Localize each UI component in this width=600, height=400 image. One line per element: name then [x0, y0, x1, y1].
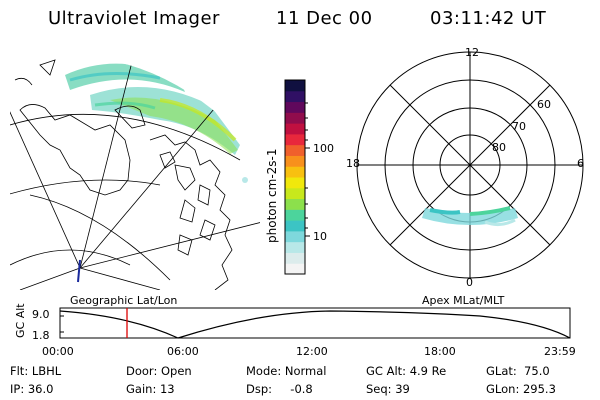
dsp-info: Dsp: -0.8 [246, 382, 313, 396]
colorbar-segment [285, 112, 305, 124]
colorbar-segment [285, 220, 305, 232]
xtick-1200: 12:00 [296, 345, 328, 358]
timeline-ylabel: GC Alt [14, 303, 27, 338]
colorbar-unit-label: photon cm-2s-1 [265, 148, 279, 244]
meridians [10, 55, 260, 290]
colorbar [284, 79, 310, 275]
door-info: Door: Open [126, 364, 192, 378]
geographic-map [10, 55, 260, 290]
colorbar-segment [285, 209, 305, 221]
xtick-1800: 18:00 [424, 345, 456, 358]
colorbar-tick-10: 10 [313, 230, 327, 243]
colorbar-segment [285, 155, 305, 167]
colorbar-segment [285, 241, 305, 253]
colorbar-segment [285, 187, 305, 200]
xtick-0000: 00:00 [42, 345, 74, 358]
date-label: 11 Dec 00 [276, 8, 373, 29]
colorbar-segment [285, 90, 305, 103]
colorbar-tick-100: 100 [313, 142, 334, 155]
gain-info: Gain: 13 [126, 382, 175, 396]
colorbar-segment [285, 80, 305, 92]
polar-aurora [422, 206, 518, 227]
aurora-emission [65, 63, 248, 183]
colorbar-segment [285, 177, 305, 189]
colorbar-segment [285, 230, 305, 243]
geo-label: Geographic Lat/Lon [70, 294, 178, 307]
colorbar-segment [285, 133, 305, 146]
ytick-9: 9.0 [32, 308, 50, 321]
seq-info: Seq: 39 [366, 382, 410, 396]
colorbar-segment [285, 263, 305, 275]
glon-info: GLon: 295.3 [486, 382, 556, 396]
ytick-1.8: 1.8 [32, 329, 50, 342]
xtick-0600: 06:00 [167, 345, 199, 358]
ip-info: IP: 36.0 [10, 382, 54, 396]
instrument-title: Ultraviolet Imager [48, 8, 220, 29]
polar-plot [356, 51, 584, 279]
mlat-70: 70 [512, 120, 526, 133]
colorbar-segment [285, 144, 305, 156]
apex-label: Apex MLat/MLT [422, 294, 505, 307]
mlat-80: 80 [492, 141, 506, 154]
mlt-12: 12 [465, 46, 479, 59]
colorbar-segment [285, 198, 305, 210]
filter-info: Flt: LBHL [10, 364, 62, 378]
colorbar-segment [285, 101, 305, 113]
spacecraft-track [77, 259, 81, 283]
mlt-18: 18 [346, 157, 360, 170]
mode-info: Mode: Normal [246, 364, 327, 378]
mlt-0: 0 [466, 276, 473, 289]
xtick-2359: 23:59 [544, 345, 576, 358]
colorbar-segment [285, 166, 305, 178]
mlt-6: 6 [577, 157, 584, 170]
time-label: 03:11:42 UT [430, 8, 547, 29]
colorbar-segment [285, 252, 305, 264]
colorbar-segment [285, 123, 305, 135]
altitude-timeline [59, 307, 571, 339]
gcalt-info: GC Alt: 4.9 Re [366, 364, 447, 378]
glat-info: GLat: 75.0 [486, 364, 550, 378]
mlat-60: 60 [537, 98, 551, 111]
